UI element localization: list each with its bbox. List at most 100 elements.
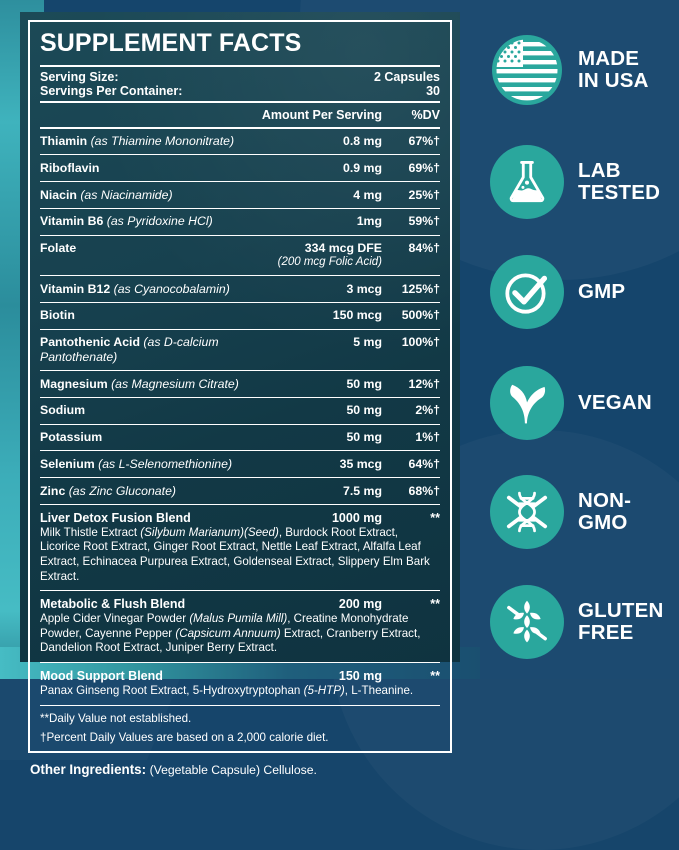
nutrient-amount: 50 mg	[346, 376, 382, 391]
nutrient-daily-value: 125%†	[401, 281, 440, 296]
table-row: Biotin 150 mcg 500%†	[40, 306, 440, 326]
header-spacer	[40, 108, 254, 122]
table-row: Zinc (as Zinc Gluconate) 7.5 mg 68%†	[40, 481, 440, 501]
table-row: Sodium 50 mg 2%†	[40, 401, 440, 421]
nutrient-amount: 0.8 mg	[343, 134, 382, 148]
row-divider	[40, 423, 440, 425]
nutrient-amount: 50 mg	[346, 430, 382, 445]
servings-per-container-value: 30	[426, 83, 440, 98]
nutrient-daily-value: 67%†	[408, 134, 440, 148]
blend-amount: 150 mg	[338, 668, 382, 683]
row-divider	[40, 207, 440, 209]
table-row: Pantothenic Acid (as D-calcium Pantothen…	[40, 333, 440, 368]
row-divider	[40, 396, 440, 398]
row-divider	[40, 477, 440, 479]
serving-size-row: Serving Size: 2 Capsules	[40, 70, 440, 84]
row-divider	[40, 328, 440, 330]
nutrient-daily-value: 64%†	[408, 456, 440, 471]
blend-name: Mood Support Blend	[40, 668, 163, 683]
nutrient-amount: 3 mcg	[346, 281, 382, 296]
row-divider	[40, 275, 440, 277]
nutrient-daily-value: 69%†	[408, 160, 440, 175]
divider-under-headers	[40, 126, 440, 129]
nutrient-name: Selenium (as L-Selenomethionine)	[40, 456, 233, 471]
blend-block: Liver Detox Fusion Blend 1000 mg ** Milk Th…	[40, 508, 440, 587]
check-circle-icon	[490, 255, 564, 329]
row-divider	[40, 181, 440, 182]
panel-inner: SUPPLEMENT FACTS Serving Size: 2 Capsule…	[28, 20, 452, 777]
blend-header: Liver Detox Fusion Blend 1000 mg **	[40, 511, 440, 525]
nutrient-name: Sodium	[40, 403, 86, 418]
nutrient-daily-value: 100%†	[401, 335, 440, 350]
trust-badges: MADE IN USA LAB TESTED GMP VEGAN NON- GMO GLUTEN…	[478, 0, 679, 679]
row-divider	[40, 301, 440, 303]
nutrient-daily-value: 84%†	[408, 241, 440, 255]
table-row: Niacin (as Niacinamide) 4 mg 25%†	[40, 185, 440, 205]
table-row: Magnesium (as Magnesium Citrate) 50 mg 12%…	[40, 374, 440, 394]
nutrient-amount: 4 mg	[353, 187, 382, 202]
nutrient-amount: 1mg	[356, 214, 382, 229]
usa-flag-icon	[490, 33, 564, 107]
badge-gluten: GLUTEN FREE	[478, 576, 679, 668]
table-row: Folate 334 mcg DFE (200 mcg Folic Acid) 84%…	[40, 239, 440, 273]
badge-label: LAB TESTED	[578, 159, 661, 204]
blend-divider	[40, 503, 440, 505]
badge-non: NON- GMO	[478, 466, 679, 558]
supplement-facts-box: SUPPLEMENT FACTS Serving Size: 2 Capsule…	[28, 20, 452, 753]
proprietary-blends: Liver Detox Fusion Blend 1000 mg ** Milk Th…	[40, 503, 440, 702]
other-ingredients-value: (Vegetable Capsule) Cellulose.	[149, 762, 317, 777]
servings-per-container-row: Servings Per Container: 30	[40, 84, 440, 98]
nutrient-daily-value: 59%†	[408, 214, 440, 229]
blend-amount: 200 mg	[338, 597, 382, 612]
nutrient-name: Riboflavin	[40, 160, 100, 175]
nutrient-daily-value: 1%†	[415, 430, 440, 445]
lab-flask-icon	[490, 145, 564, 219]
footnote-daily-value-not-established: **Daily Value not established.	[40, 711, 192, 725]
row-divider	[40, 234, 440, 236]
wheat-slash-icon	[490, 585, 564, 659]
nutrient-name: Zinc (as Zinc Gluconate)	[40, 483, 177, 498]
nutrient-amount: 5 mg	[353, 335, 382, 350]
blend-amount: 1000 mg	[331, 510, 382, 525]
nutrient-name: Vitamin B6 (as Pyridoxine HCl)	[40, 214, 213, 229]
nutrient-daily-value: 68%†	[408, 483, 440, 498]
row-divider	[40, 450, 440, 452]
nutrient-name: Pantothenic Acid (as D-calcium Pantothen…	[40, 335, 219, 364]
nutrient-amount: 150 mcg	[332, 308, 382, 323]
blend-header: Metabolic & Flush Blend 200 mg **	[40, 597, 440, 611]
badge-label: GMP	[578, 280, 626, 304]
blend-divider	[40, 661, 440, 663]
table-row: Selenium (as L-Selenomethionine) 35 mcg 64…	[40, 454, 440, 474]
blend-ingredients: Panax Ginseng Root Extract, 5-Hydroxytry…	[40, 683, 414, 697]
blend-daily-value: **	[430, 597, 440, 612]
table-row: Potassium 50 mg 1%†	[40, 428, 440, 448]
blend-daily-value: **	[430, 668, 440, 683]
badge-lab: LAB TESTED	[478, 136, 679, 228]
nutrient-table: Thiamin (as Thiamine Mononitrate) 0.8 mg 6…	[40, 132, 440, 501]
table-column-headers: Amount Per Serving %DV	[40, 106, 440, 124]
badge-gmp: GMP	[478, 246, 679, 338]
table-row: Vitamin B12 (as Cyanocobalamin) 3 mcg 125%…	[40, 279, 440, 299]
nutrient-name: Potassium	[40, 430, 103, 445]
badge-made: MADE IN USA	[478, 24, 679, 116]
table-row: Vitamin B6 (as Pyridoxine HCl) 1mg 59%†	[40, 212, 440, 232]
nutrient-amount: 50 mg	[346, 403, 382, 418]
blend-ingredients: Apple Cider Vinegar Powder (Malus Pumila…	[40, 612, 421, 655]
blend-ingredients: Milk Thistle Extract (Silybum Marianum)(…	[40, 525, 430, 583]
serving-size-label: Serving Size:	[40, 69, 119, 84]
table-row: Thiamin (as Thiamine Mononitrate) 0.8 mg 6…	[40, 132, 440, 152]
other-ingredients-label: Other Ingredients:	[30, 761, 147, 777]
badge-label: GLUTEN FREE	[578, 599, 664, 644]
blend-name: Liver Detox Fusion Blend	[40, 510, 191, 525]
badge-label: VEGAN	[578, 391, 652, 415]
nutrient-amount: 35 mcg	[339, 456, 382, 471]
table-row: Riboflavin 0.9 mg 69%†	[40, 158, 440, 178]
nutrient-name: Magnesium (as Magnesium Citrate)	[40, 376, 239, 391]
nutrient-daily-value: 25%†	[408, 187, 440, 202]
column-header-dv: %DV	[411, 107, 440, 122]
badge-label: MADE IN USA	[578, 47, 649, 92]
nutrient-daily-value: 12%†	[408, 376, 440, 391]
divider-above-footnotes	[40, 704, 440, 706]
other-ingredients: Other Ingredients: (Vegetable Capsule) C…	[28, 753, 452, 777]
nutrient-amount: 7.5 mg	[343, 483, 382, 498]
